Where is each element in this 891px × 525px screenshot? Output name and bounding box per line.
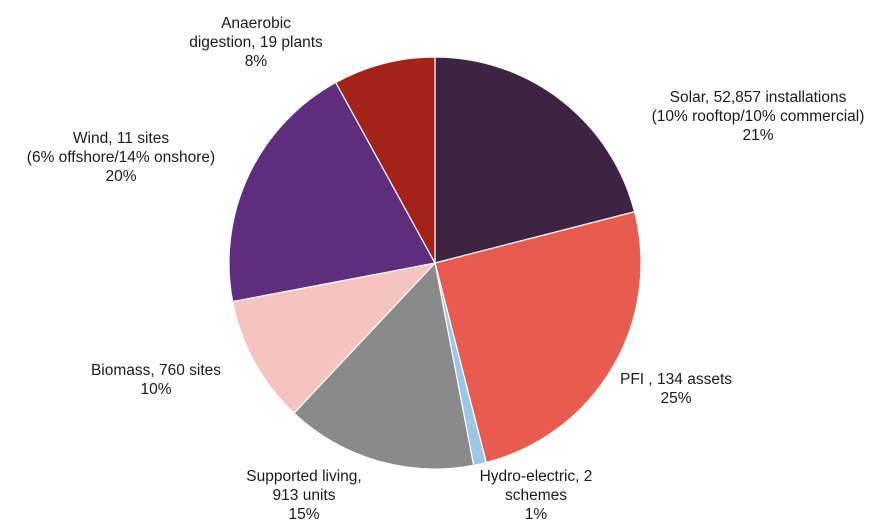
- slice-percent-label: 8%: [245, 53, 268, 70]
- pie-slice: [228, 81, 436, 303]
- pie-slice: [434, 56, 636, 264]
- slice-name-label: Solar, 52,857 installations: [670, 89, 847, 106]
- slice-name-label: (6% offshore/14% onshore): [27, 149, 215, 166]
- slice-percent-label: 25%: [660, 390, 691, 407]
- slice-percent-label: 15%: [288, 506, 319, 523]
- pie-slices: [228, 56, 642, 470]
- slice-name-label: Anaerobic: [221, 15, 291, 32]
- pie-slice: [231, 262, 437, 415]
- slice-name-label: digestion, 19 plants: [189, 34, 323, 51]
- slice-label: Wind, 11 sites (6% offshore/14% onshore) 2…: [27, 130, 215, 185]
- pie-slice: [334, 56, 436, 264]
- slice-percent-label: 1%: [525, 506, 548, 523]
- slice-name-label: (10% rooftop/10% commercial): [652, 108, 865, 125]
- pie-labels: Solar, 52,857 installations (10% rooftop/…: [27, 15, 865, 523]
- slice-name-label: Wind, 11 sites: [73, 130, 169, 147]
- slice-percent-label: 10%: [140, 381, 171, 398]
- slice-label: Solar, 52,857 installations (10% rooftop/…: [652, 89, 865, 144]
- slice-label: Supported living, 913 units 15%: [246, 468, 361, 523]
- slice-name-label: schemes: [505, 487, 567, 504]
- pie-slice: [434, 211, 642, 464]
- slice-name-label: PFI , 134 assets: [620, 371, 732, 388]
- slice-label: PFI , 134 assets 25%: [620, 371, 732, 407]
- slice-label: Hydro-electric, 2 schemes 1%: [480, 468, 593, 523]
- slice-name-label: Biomass, 760 sites: [91, 362, 221, 379]
- slice-label: Anaerobic digestion, 19 plants 8%: [189, 15, 323, 70]
- slice-name-label: 913 units: [273, 487, 336, 504]
- slice-percent-label: 21%: [742, 127, 773, 144]
- slice-name-label: Supported living,: [246, 468, 361, 485]
- slice-name-label: Hydro-electric, 2: [480, 468, 593, 485]
- pie-slice: [293, 261, 475, 470]
- slice-label: Biomass, 760 sites 10%: [91, 362, 221, 398]
- slice-percent-label: 20%: [105, 168, 136, 185]
